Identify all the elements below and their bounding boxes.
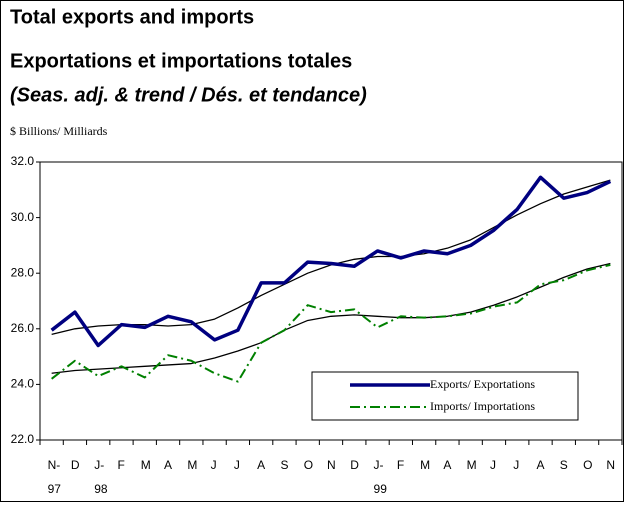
x-tick-label: J-99: [374, 458, 388, 496]
x-tick-label: J: [234, 458, 240, 472]
legend-label: Imports/ Importations: [430, 399, 535, 413]
x-tick-label: M: [187, 458, 197, 472]
x-tick-label: A: [443, 458, 451, 472]
x-tick-label: J: [490, 458, 496, 472]
legend-box: [311, 371, 579, 421]
x-tick-label: D: [350, 458, 359, 472]
series-line: [50, 175, 612, 348]
x-tick-label: M: [141, 458, 151, 472]
series-line: [51, 263, 611, 383]
chart-title: Total exports and imports: [10, 6, 254, 28]
plot-area: [39, 161, 623, 441]
x-tick-label: O: [304, 458, 313, 472]
x-tick-label: F: [117, 458, 124, 472]
y-tick-label: 24.0: [11, 377, 35, 391]
y-tick-label: 22.0: [11, 432, 35, 446]
x-tick-label: S: [280, 458, 288, 472]
y-axis-label: $ Billions/ Milliards: [10, 124, 108, 138]
x-tick-label: M: [420, 458, 430, 472]
x-tick-label: A: [537, 458, 545, 472]
y-tick-label: 26.0: [11, 321, 35, 335]
x-tick-label: N: [606, 458, 615, 472]
x-tick-label: J: [513, 458, 519, 472]
y-tick-label: 30.0: [11, 210, 35, 224]
x-tick-label: F: [397, 458, 404, 472]
chart-note: (Seas. adj. & trend / Dés. et tendance): [10, 84, 367, 106]
x-tick-label: S: [560, 458, 568, 472]
x-tick-label: O: [583, 458, 592, 472]
chart-subtitle: Exportations et importations totales: [10, 50, 352, 72]
x-tick-label: N: [327, 458, 336, 472]
x-tick-label: D: [71, 458, 80, 472]
x-tick-label: M: [467, 458, 477, 472]
legend-label: Exports/ Exportations: [430, 377, 535, 391]
series-line: [51, 262, 611, 374]
x-tick-label: J-98: [94, 458, 108, 496]
x-tick-label: A: [164, 458, 172, 472]
y-tick-label: 28.0: [11, 265, 35, 279]
x-tick-label: J: [211, 458, 217, 472]
x-tick-label: A: [257, 458, 265, 472]
x-tick-label: N-97: [48, 458, 62, 496]
y-tick-label: 32.0: [11, 154, 35, 168]
